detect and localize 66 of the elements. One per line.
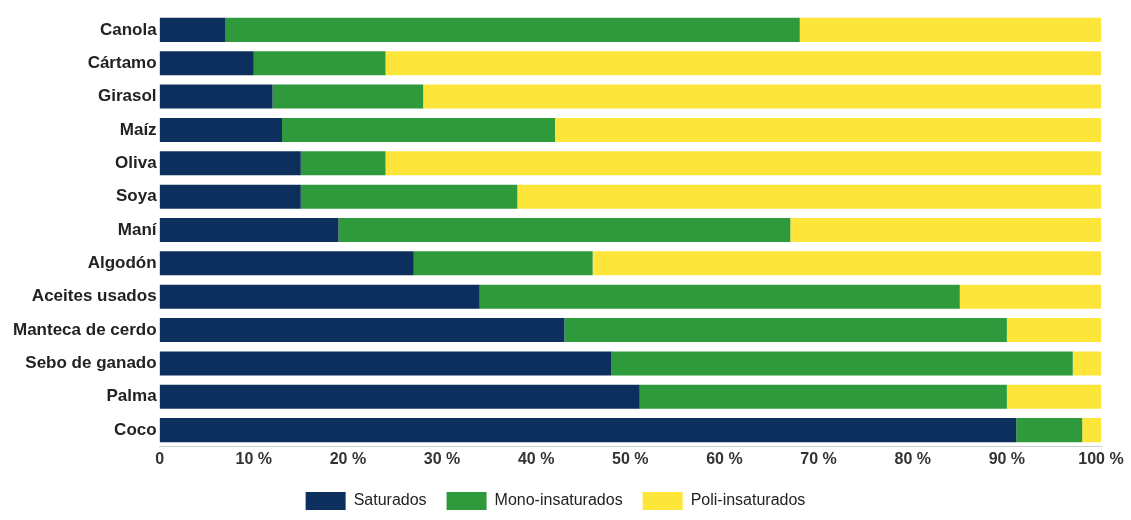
bar [159,351,612,376]
bar [423,84,1101,109]
bar [592,251,1101,276]
bar [554,117,1101,142]
x-tick-label: 80 % [894,449,931,467]
bar [517,184,1101,209]
x-tick-label: 20 % [329,449,367,467]
bar [300,151,386,176]
bar [159,418,1017,443]
bar [159,318,565,343]
y-tick-label: Algodón [87,253,157,273]
y-tick-label: Aceites usados [31,286,157,306]
x-tick-label: 100 % [1078,449,1124,467]
legend-label: Mono-insaturados [494,491,623,509]
x-tick-label: 90 % [988,449,1026,467]
x-tick-label: 10 % [235,449,272,467]
bar [799,17,1101,42]
bar [338,217,791,243]
x-tick-label: 70 % [800,449,837,467]
y-tick-label: Coco [114,419,157,439]
bar [225,17,800,42]
bar [1006,318,1101,343]
y-tick-label: Manteca de cerdo [12,319,157,339]
bar [385,51,1101,76]
bar [159,151,301,176]
bar [1006,384,1101,409]
x-tick-label: 40 % [517,449,555,467]
bar [159,217,339,243]
bar [159,184,301,209]
bar [159,384,640,409]
bar [959,284,1101,309]
x-tick-label: 60 % [706,449,743,467]
y-tick-label: Oliva [115,152,158,172]
bar [413,251,593,276]
bar [1072,351,1101,376]
bar [159,117,282,142]
bar [159,251,414,276]
bar [564,318,1007,343]
bar [159,51,254,76]
bar [385,151,1101,176]
bar [159,17,226,42]
bar [272,84,424,109]
bar [479,284,960,309]
y-tick-label: Maíz [119,119,157,139]
legend-label: Poli-insaturados [690,491,806,509]
bar [1082,418,1101,443]
bar [790,217,1101,243]
y-tick-label: Sebo de ganado [25,353,157,373]
y-tick-label: Cártamo [87,52,157,72]
bar [639,384,1007,409]
bar [159,84,273,109]
bar [159,284,480,309]
y-tick-label: Maní [117,219,158,239]
bar [281,117,555,142]
bar [253,51,386,76]
bar [611,351,1073,376]
y-tick-label: Girasol [98,86,157,106]
y-tick-label: Canola [99,19,158,39]
legend-label: Saturados [353,491,427,509]
y-tick-label: Palma [106,386,158,406]
bar [300,184,518,209]
x-tick-label: 30 % [423,449,461,467]
y-tick-label: Soya [115,186,158,206]
x-tick-label: 50 % [612,449,649,467]
bar [1016,418,1083,443]
x-tick-label: 0 [155,449,165,467]
